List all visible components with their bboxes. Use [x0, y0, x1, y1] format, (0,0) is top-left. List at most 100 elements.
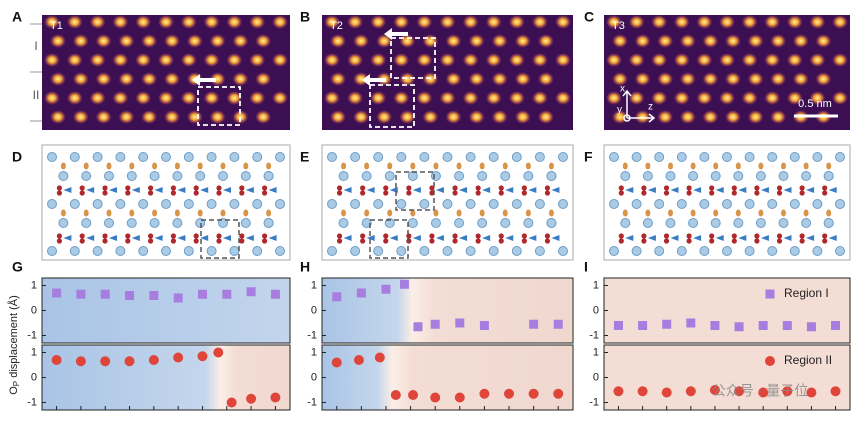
blob: [606, 53, 622, 67]
atom: [676, 152, 687, 162]
oxygen: [498, 238, 504, 244]
oxygen: [686, 233, 692, 239]
atom: [665, 171, 676, 181]
oxygen: [216, 238, 222, 244]
arrow: [362, 74, 386, 86]
blob: [725, 34, 741, 48]
dipole: [528, 187, 537, 193]
region-label: I: [34, 39, 37, 53]
blob: [203, 91, 220, 105]
marker: [413, 322, 423, 332]
atom: [161, 199, 171, 209]
blob: [445, 72, 462, 86]
oxygen: [102, 233, 108, 239]
small-atom: [243, 162, 249, 170]
small-atom: [525, 162, 531, 170]
dipole: [505, 187, 514, 193]
blob: [786, 53, 803, 67]
marker: [52, 288, 62, 298]
schematic-atoms: [47, 152, 845, 256]
box: [390, 37, 436, 79]
region-label: II: [33, 88, 40, 102]
blob: [399, 110, 416, 124]
atom: [546, 171, 557, 181]
dipole: [435, 187, 444, 193]
blob: [89, 91, 106, 105]
dipole: [670, 187, 679, 193]
blob: [180, 15, 197, 29]
blob: [612, 72, 628, 86]
atom: [229, 199, 240, 209]
y-tick-label: -1: [307, 329, 317, 341]
marker: [553, 388, 564, 399]
small-atom: [410, 162, 416, 170]
blob: [468, 34, 485, 48]
atom: [835, 152, 845, 162]
atom: [511, 152, 522, 162]
y-tick-label: 1: [311, 279, 317, 291]
blob: [324, 15, 340, 29]
oxygen: [102, 185, 108, 191]
y-tick-label: 1: [311, 346, 317, 358]
oxygen: [709, 233, 715, 239]
atom: [477, 171, 488, 181]
oxygen: [776, 190, 783, 196]
atom: [488, 199, 499, 209]
blob: [50, 110, 66, 124]
blob: [232, 34, 249, 48]
blob: [95, 72, 112, 86]
marker: [734, 386, 745, 397]
oxygen: [239, 185, 245, 191]
dipole: [482, 235, 491, 241]
atom: [373, 246, 384, 256]
watermark: 公众号 · 量子位: [712, 383, 808, 399]
marker: [76, 289, 86, 299]
atom: [642, 218, 653, 228]
oxygen: [383, 233, 389, 239]
small-atom: [735, 209, 741, 217]
oxygen: [216, 185, 222, 191]
blob: [226, 15, 243, 29]
oxygen: [498, 233, 504, 239]
marker: [374, 352, 385, 363]
dipole: [528, 235, 537, 241]
marker: [662, 319, 672, 329]
blob: [44, 15, 60, 29]
atom: [699, 246, 710, 256]
oxygen: [452, 233, 458, 239]
blob: [158, 91, 174, 105]
atom: [801, 218, 812, 228]
blob: [468, 110, 485, 124]
blob: [226, 91, 243, 105]
oxygen: [641, 238, 647, 244]
blob: [792, 72, 809, 86]
oxygen: [822, 185, 828, 191]
blob: [118, 72, 135, 86]
oxygen: [239, 238, 245, 244]
small-atom: [502, 162, 508, 170]
atom: [183, 246, 194, 256]
atom: [534, 246, 545, 256]
arrow: [384, 28, 408, 40]
small-atom: [83, 209, 89, 217]
chart-bg: [604, 345, 850, 410]
marker: [270, 392, 281, 403]
blob: [439, 53, 456, 67]
blob: [393, 91, 410, 105]
marker: [381, 284, 391, 294]
small-atom: [622, 209, 628, 217]
blob: [462, 91, 479, 105]
dipole: [412, 235, 421, 241]
image-label: T2: [330, 20, 343, 32]
blob: [719, 91, 735, 105]
atom: [161, 152, 171, 162]
oxygen: [521, 238, 527, 244]
atom: [789, 152, 800, 162]
blob: [747, 34, 764, 48]
oxygen: [429, 233, 435, 239]
atom: [361, 171, 372, 181]
blob: [531, 53, 548, 67]
blob: [537, 72, 554, 86]
small-atom: [781, 162, 786, 170]
